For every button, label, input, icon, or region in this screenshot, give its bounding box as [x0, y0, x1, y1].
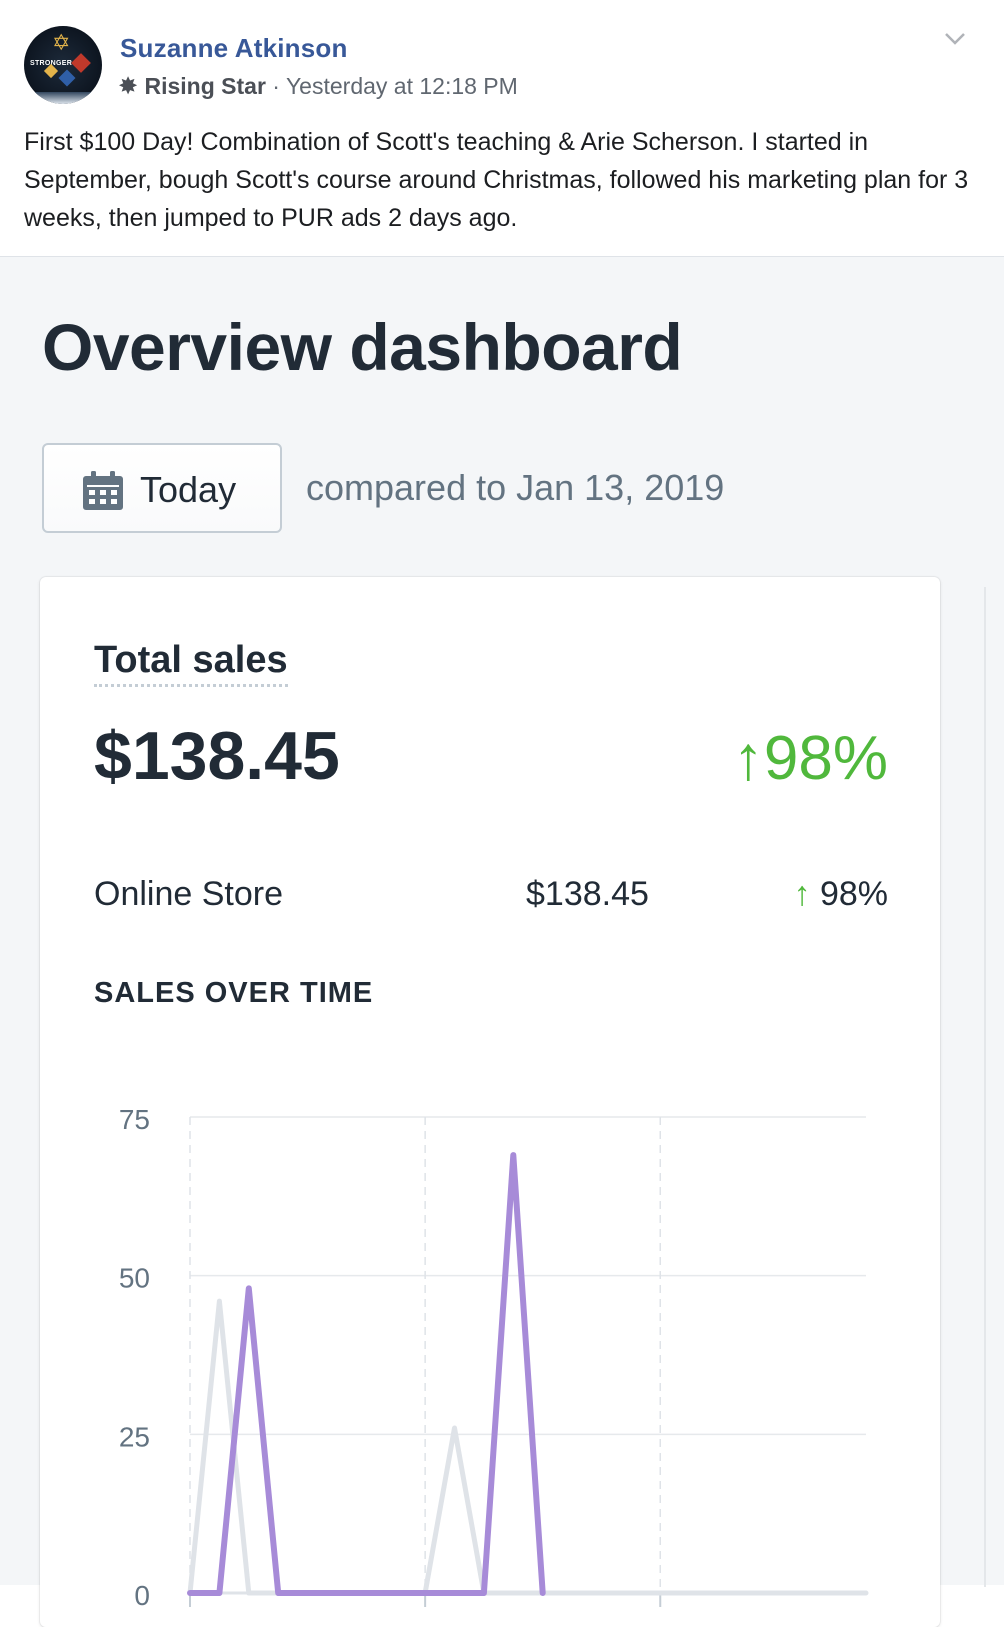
y-tick-label: 0 — [134, 1580, 150, 1611]
chevron-down-icon[interactable] — [944, 26, 966, 52]
y-tick-label: 50 — [119, 1263, 150, 1294]
date-range-button[interactable]: Today — [42, 443, 282, 533]
star-of-david-icon: ✡ — [52, 30, 71, 55]
rising-star-icon: ✸ — [118, 73, 139, 100]
arrow-up-icon: ↑ — [793, 875, 811, 913]
author-name[interactable]: Suzanne Atkinson — [120, 33, 348, 63]
x-tick-label: Jan 14 — [148, 1623, 232, 1627]
arrow-up-icon: ↑ — [732, 724, 764, 793]
post-timestamp[interactable]: Yesterday at 12:18 PM — [285, 73, 518, 99]
next-card-edge — [984, 587, 986, 1587]
meta-separator: · — [265, 73, 286, 99]
comparison-text: compared to Jan 13, 2019 — [306, 467, 725, 508]
date-range-label: Today — [140, 469, 237, 510]
total-sales-card: Total sales $138.45 ↑98% Online Store $1… — [40, 577, 940, 1627]
sales-over-time-chart: 0 25 50 75 Jan 14 8 AM 4 PM — [119, 1104, 869, 1627]
channel-value: $138.45 — [526, 875, 649, 913]
dashboard-screenshot: Overview dashboard Today compared to Jan… — [0, 256, 1004, 1627]
y-tick-label: 75 — [119, 1104, 150, 1135]
calendar-icon — [83, 471, 123, 510]
total-change-value: 98% — [763, 724, 888, 793]
total-sales-change: ↑98% — [704, 723, 888, 794]
card-title[interactable]: Total sales — [94, 639, 288, 687]
blue-diamond-shape — [58, 69, 76, 87]
section-title: SALES OVER TIME — [94, 977, 374, 1009]
avatar-snow-scene — [24, 92, 102, 104]
member-badge[interactable]: Rising Star — [144, 73, 266, 99]
total-sales-value: $138.45 — [94, 718, 340, 794]
y-tick-label: 25 — [119, 1421, 150, 1452]
red-diamond-shape — [71, 53, 91, 73]
avatar-brand-text: STRONGER — [30, 60, 72, 67]
channel-label: Online Store — [94, 875, 283, 913]
author-avatar[interactable]: ✡ STRONGER — [24, 26, 102, 104]
x-tick-label: 4 PM — [628, 1623, 693, 1627]
channel-change: ↑ 98% — [760, 875, 888, 914]
post-meta: ✸ Rising Star · Yesterday at 12:18 PM — [118, 72, 518, 101]
post-header: ✡ STRONGER Suzanne Atkinson ✸ Rising Sta… — [0, 0, 1004, 256]
page-title: Overview dashboard — [42, 310, 683, 384]
channel-change-value: 98% — [819, 875, 888, 913]
x-tick-label: 8 AM — [393, 1623, 457, 1627]
post-text: First $100 Day! Combination of Scott's t… — [24, 128, 969, 232]
